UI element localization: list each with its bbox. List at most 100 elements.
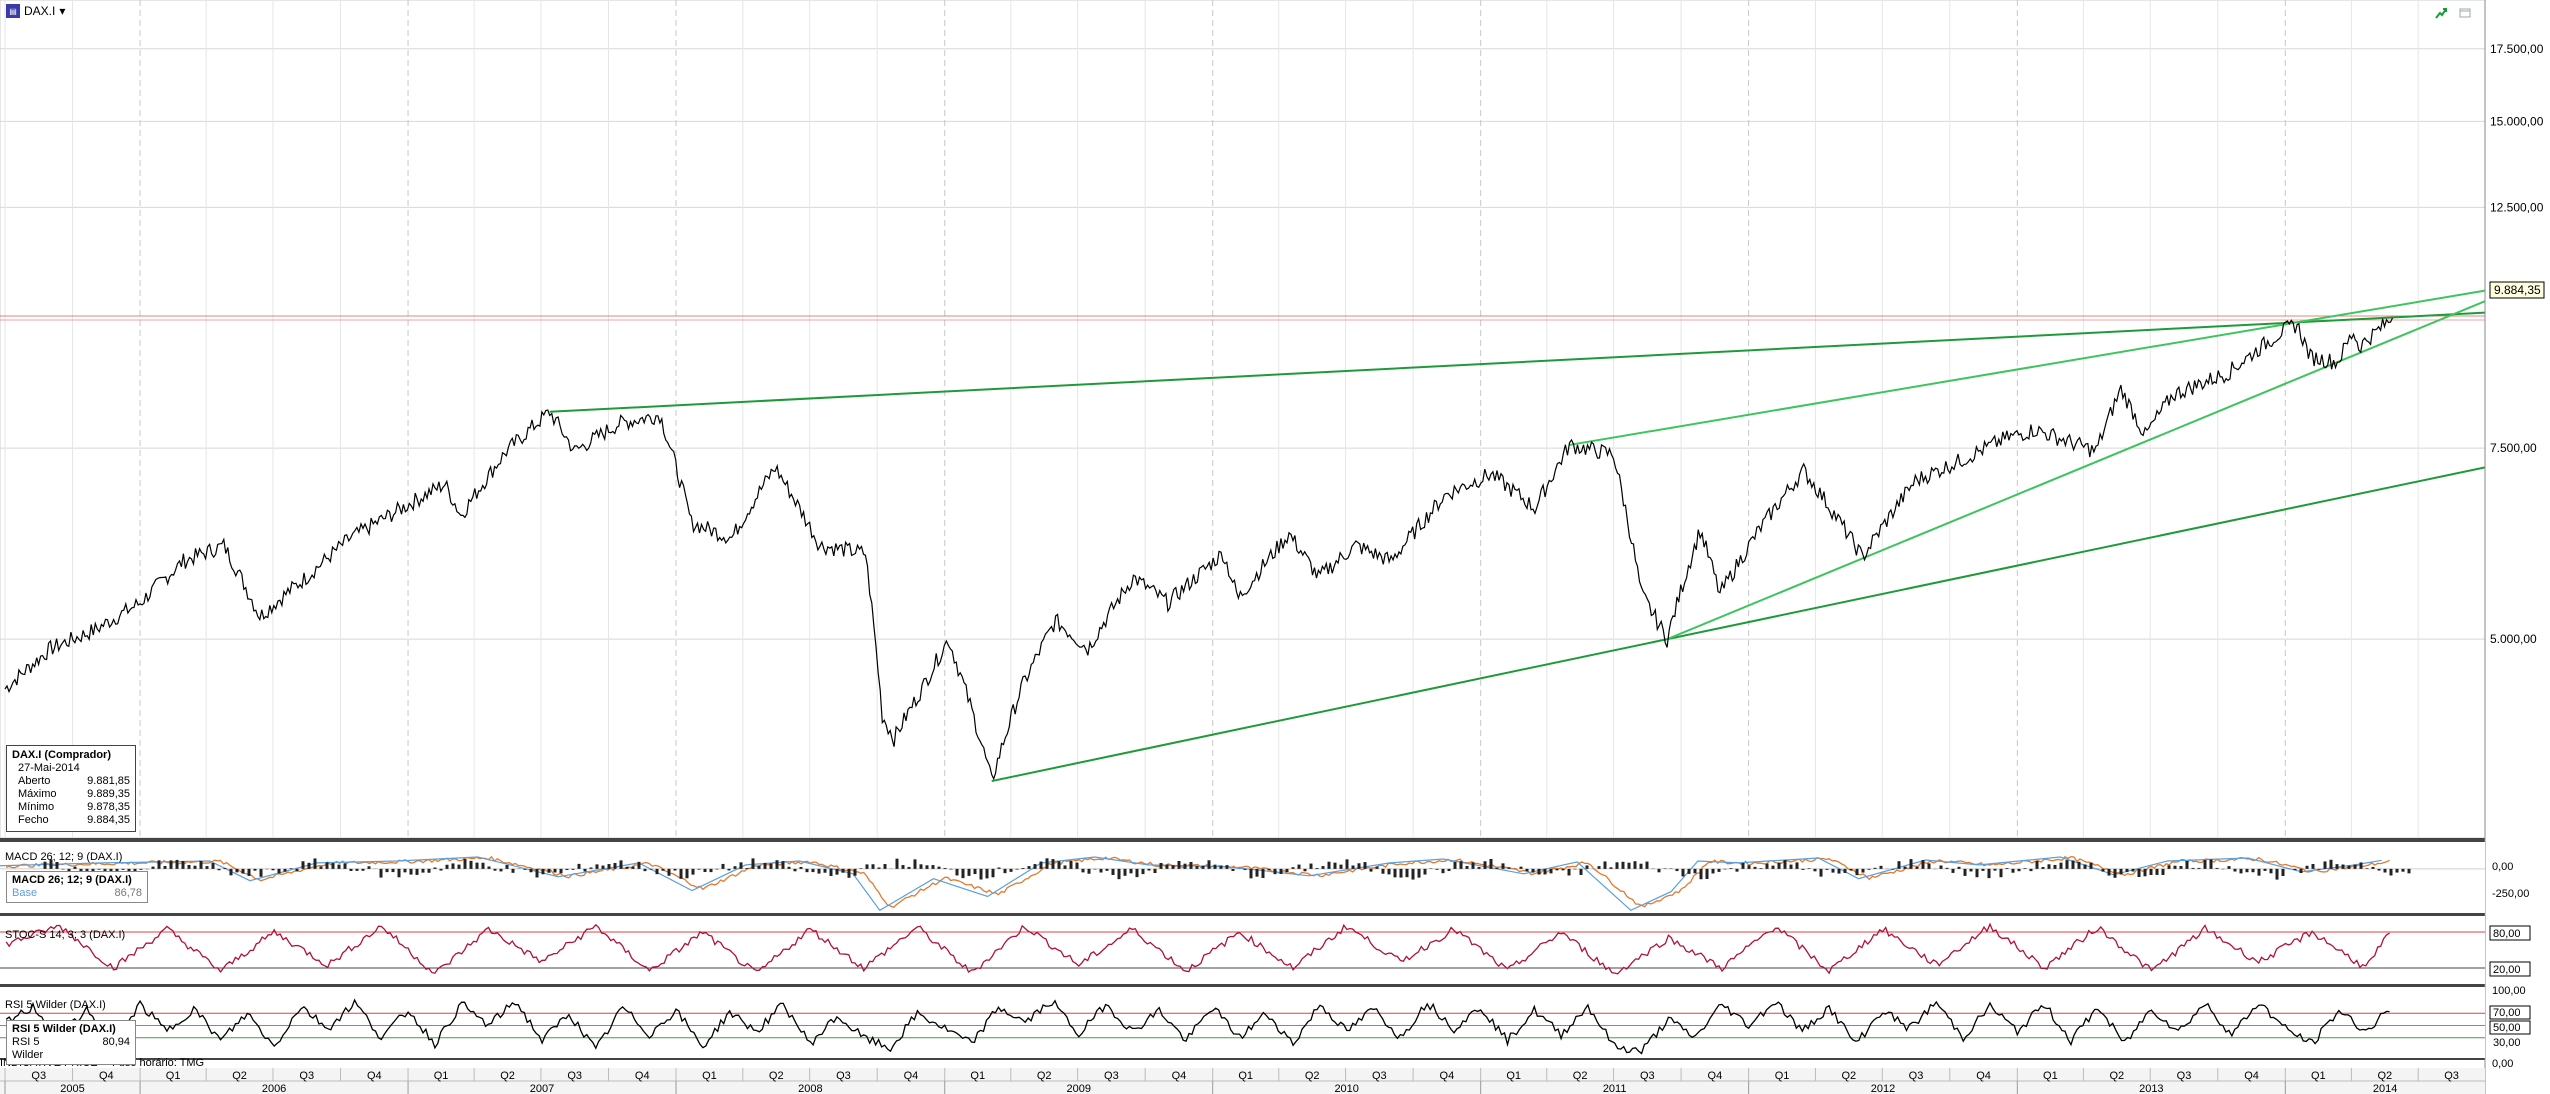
rsi-legend-label: RSI 5 Wilder (12, 1036, 44, 1061)
quarter-label: Q3 (1640, 1070, 1655, 1082)
info-value: 9.878,35 (87, 801, 130, 813)
quarter-label: Q1 (2043, 1070, 2058, 1082)
indicator-line (5, 998, 2390, 1055)
last-price-label: 9.884,35 (2489, 281, 2545, 299)
quarter-label: Q4 (1440, 1070, 1455, 1082)
quarter-label: Q4 (367, 1070, 382, 1082)
quarter-label: Q2 (2377, 1070, 2392, 1082)
instrument-icon: ▤ (6, 4, 20, 18)
trendline (1666, 300, 2486, 641)
quarter-label: Q1 (1506, 1070, 1521, 1082)
year-label: 2014 (2373, 1083, 2397, 1094)
trend-arrow-icon[interactable] (2434, 6, 2448, 20)
rsi-axis-label: 0,00 (2492, 1058, 2513, 1070)
chevron-down-icon: ▾ (59, 4, 66, 18)
time-axis: Q3 Q4 Q1 Q2 Q3 Q4 Q1 Q2 Q3 Q4 Q1 Q2 Q3 Q4 Q1 Q2 Q3 Q4 Q1 Q2… (0, 1068, 2485, 1094)
rsi-axis-label: 50,00 (2493, 1022, 2521, 1034)
ohlc-info-box: DAX.I (Comprador) 27-Mai-2014 Aberto 9.8… (6, 745, 136, 832)
trendline (549, 311, 2486, 413)
price-tick-label: 7.500,00 (2490, 441, 2537, 455)
macd-legend: MACD 26; 12; 9 (DAX.I) Base 86,78 (6, 871, 148, 903)
quarter-label: Q3 (836, 1070, 851, 1082)
trendlines[interactable] (549, 289, 2486, 783)
price-series (4, 317, 2394, 781)
quarter-label: Q4 (2244, 1070, 2259, 1082)
year-label: 2006 (262, 1083, 286, 1094)
last-price-text: 9.884,35 (2494, 283, 2541, 297)
signal-line (0, 856, 2382, 912)
quarter-label: Q4 (1708, 1070, 1723, 1082)
symbol-selector[interactable]: ▤ DAX.I ▾ (6, 4, 65, 18)
price-level-line (0, 315, 2485, 321)
rsi-legend: RSI 5 Wilder (DAX.I) RSI 5 Wilder 80,94 (6, 1020, 136, 1065)
info-value: 9.881,85 (87, 775, 130, 787)
quarter-label: Q2 (1573, 1070, 1588, 1082)
quarter-label: Q2 (1037, 1070, 1052, 1082)
quarter-label: Q3 (2444, 1070, 2459, 1082)
info-value: 9.884,35 (87, 814, 130, 826)
quarter-label: Q3 (1909, 1070, 1924, 1082)
stochastic-grid (0, 931, 2485, 969)
quarter-label: Q2 (1842, 1070, 1857, 1082)
info-row-high: Máximo 9.889,35 (12, 788, 130, 801)
stochastic-series (5, 922, 2390, 975)
info-label: Máximo (18, 788, 57, 800)
quarter-label: Q3 (567, 1070, 582, 1082)
year-label: 2005 (60, 1083, 84, 1094)
rsi-series (5, 998, 2390, 1055)
quarter-label: Q4 (99, 1070, 114, 1082)
year-label: 2013 (2139, 1083, 2163, 1094)
rsi-header: RSI 5 Wilder (DAX.I) (5, 999, 106, 1011)
rsi-legend-value: 80,94 (102, 1036, 130, 1048)
quarter-label: Q1 (1238, 1070, 1253, 1082)
window-icon[interactable] (2458, 6, 2472, 20)
stochastic-header: STOC-S 14; 3; 3 (DAX.I) (5, 929, 125, 941)
trendline (991, 466, 2486, 783)
rsi-panel: RSI 5 Wilder (DAX.I) 100,00 70,00 50,00 … (0, 985, 2531, 1070)
rsi-legend-title: RSI 5 Wilder (DAX.I) (12, 1023, 116, 1035)
info-row-open: Aberto 9.881,85 (12, 775, 130, 788)
info-row-close: Fecho 9.884,35 (12, 814, 130, 827)
info-label: Mínimo (18, 801, 55, 813)
macd-axis-label: -250,00 (2492, 888, 2529, 900)
macd-panel: MACD 26; 12; 9 (DAX.I) 0,00 -250,00 (0, 842, 2529, 913)
year-label: 2012 (1871, 1083, 1895, 1094)
indicator-line (5, 922, 2390, 975)
price-tick-label: 12.500,00 (2490, 200, 2544, 214)
quarter-label: Q4 (1976, 1070, 1991, 1082)
year-label: 2010 (1334, 1083, 1358, 1094)
info-label: Aberto (18, 775, 51, 787)
rsi-axis-label: 70,00 (2493, 1007, 2521, 1019)
trendline (1569, 289, 2486, 446)
quarter-label: Q1 (2311, 1070, 2326, 1082)
quarter-label: Q3 (31, 1070, 46, 1082)
year-label: 2009 (1066, 1083, 1090, 1094)
quarter-label: Q2 (1305, 1070, 1320, 1082)
stochastic-axis-label: 20,00 (2493, 964, 2521, 976)
quarter-label: Q3 (1104, 1070, 1119, 1082)
quarter-label: Q1 (970, 1070, 985, 1082)
info-row-low: Mínimo 9.878,35 (12, 801, 130, 814)
info-value: 9.889,35 (87, 788, 130, 800)
quarter-label: Q1 (1775, 1070, 1790, 1082)
quarter-label: Q2 (500, 1070, 515, 1082)
macd-legend-title: MACD 26; 12; 9 (DAX.I) (12, 874, 132, 886)
stochastic-axis-label: 80,00 (2493, 928, 2521, 940)
info-label: Fecho (18, 814, 49, 826)
year-labels: 2005 2006 2007 2008 2009 2010 2011 2012 2013 2014 (4, 1081, 2397, 1094)
quarter-label: Q1 (434, 1070, 449, 1082)
quarter-label: Q3 (299, 1070, 314, 1082)
price-line (4, 317, 2394, 781)
info-date: 27-Mai-2014 (18, 762, 80, 774)
quarter-label: Q1 (166, 1070, 181, 1082)
year-label: 2011 (1603, 1083, 1627, 1094)
quarter-labels: Q3 Q4 Q1 Q2 Q3 Q4 Q1 Q2 Q3 Q4 Q1 Q2 Q3 Q4 Q1 Q2 Q3 Q4 Q1 Q2… (4, 1068, 2459, 1082)
price-tick-label: 5.000,00 (2490, 632, 2537, 646)
quarter-label: Q3 (1372, 1070, 1387, 1082)
quarter-label: Q4 (635, 1070, 650, 1082)
price-y-axis: 5.000,00 7.500,00 12.500,00 15.000,00 17.500… (2490, 42, 2544, 646)
quarter-label: Q3 (2177, 1070, 2192, 1082)
info-title: DAX.I (Comprador) (12, 749, 111, 761)
symbol-name: DAX.I (24, 4, 56, 18)
price-tick-label: 15.000,00 (2490, 114, 2544, 128)
